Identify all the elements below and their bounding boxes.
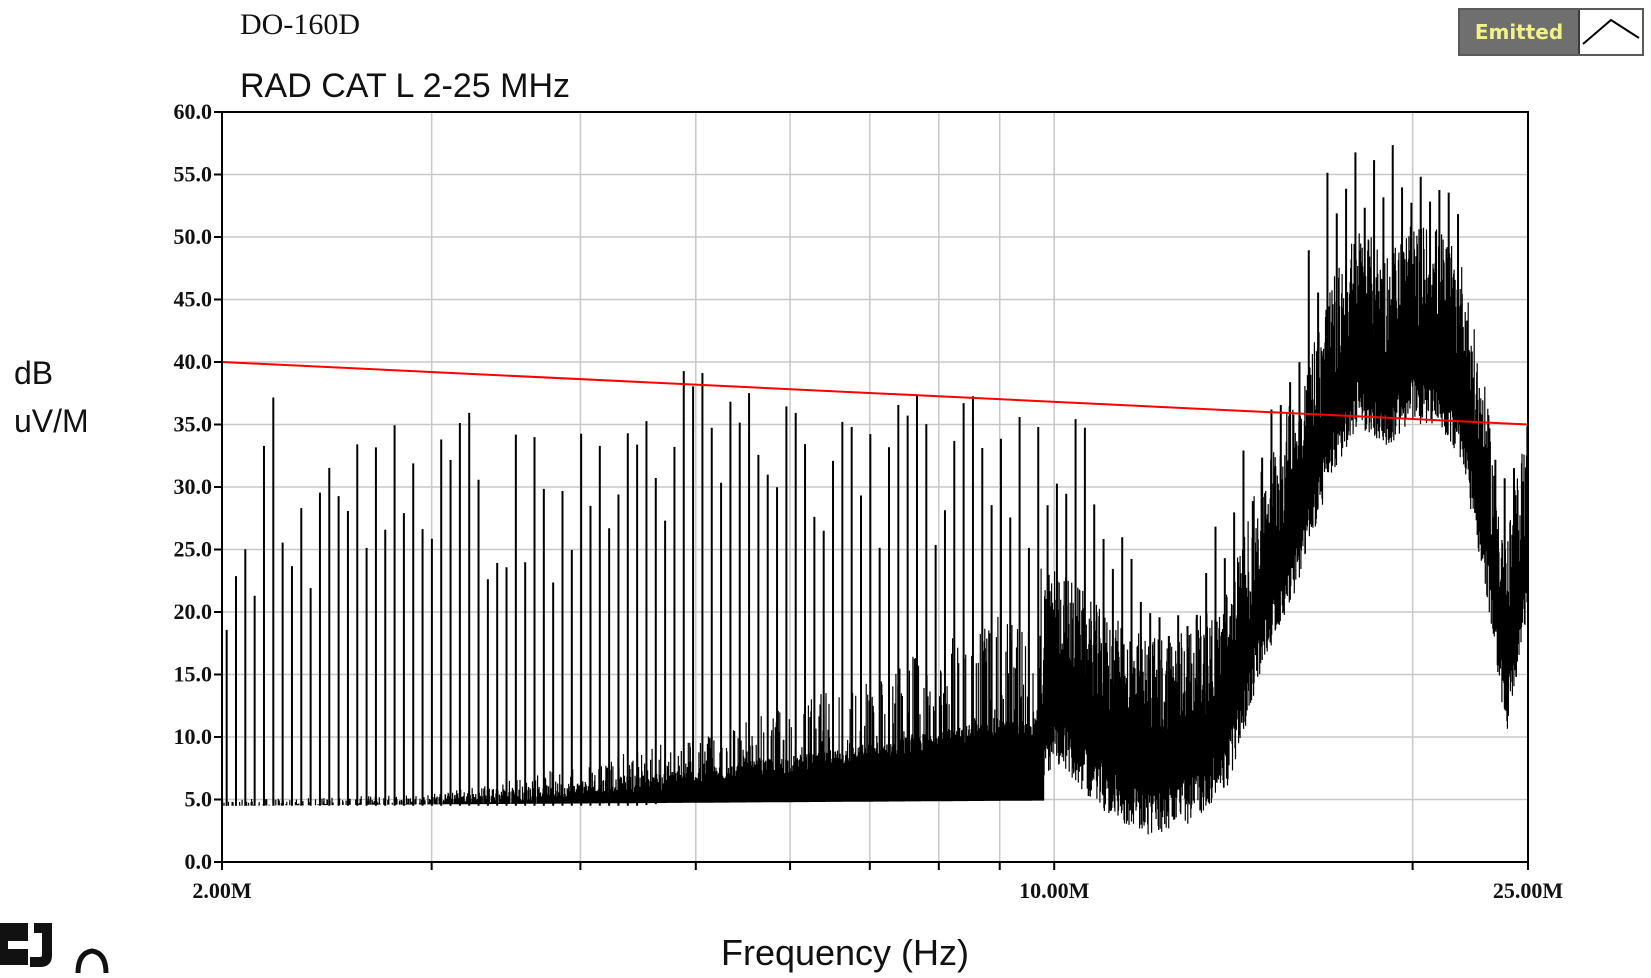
y-axis: 0.0 5.0 10.0 15.0 20.0 25.0 30.0 35.0 40.0 45.0 50… bbox=[174, 99, 222, 874]
x-axis-label: Frequency (Hz) bbox=[721, 932, 969, 973]
y-axis-label-line1: dB bbox=[14, 355, 53, 391]
y-tick-label: 0.0 bbox=[185, 849, 213, 874]
y-tick-label: 5.0 bbox=[185, 787, 213, 812]
legend-line-icon bbox=[1580, 10, 1642, 54]
y-tick-label: 30.0 bbox=[174, 474, 213, 499]
emission-peaks bbox=[225, 145, 1525, 806]
legend-label: Emitted bbox=[1460, 10, 1580, 54]
series-layer bbox=[222, 145, 1528, 835]
limit-line bbox=[222, 361, 1528, 426]
y-tick-label: 60.0 bbox=[174, 99, 213, 124]
chart-subtitle: DO-160D bbox=[240, 8, 360, 41]
logo bbox=[0, 915, 120, 974]
y-axis-label-line2: uV/M bbox=[14, 403, 89, 439]
chart-title: RAD CAT L 2-25 MHz bbox=[240, 67, 570, 105]
y-tick-label: 20.0 bbox=[174, 599, 213, 624]
y-tick-label: 50.0 bbox=[174, 224, 213, 249]
legend[interactable]: Emitted bbox=[1458, 8, 1644, 56]
x-tick-label: 25.00M bbox=[1493, 878, 1564, 903]
y-tick-label: 40.0 bbox=[174, 349, 213, 374]
y-tick-label: 15.0 bbox=[174, 662, 213, 687]
y-tick-label: 25.0 bbox=[174, 537, 213, 562]
emission-series bbox=[222, 226, 1528, 835]
y-tick-label: 45.0 bbox=[174, 287, 213, 312]
x-tick-label: 2.00M bbox=[192, 878, 252, 903]
y-tick-label: 10.0 bbox=[174, 724, 213, 749]
y-tick-label: 35.0 bbox=[174, 412, 213, 437]
x-axis: 2.00M 10.00M 25.00M bbox=[192, 862, 1563, 903]
y-tick-label: 55.0 bbox=[174, 162, 213, 187]
x-tick-label: 10.00M bbox=[1019, 878, 1090, 903]
